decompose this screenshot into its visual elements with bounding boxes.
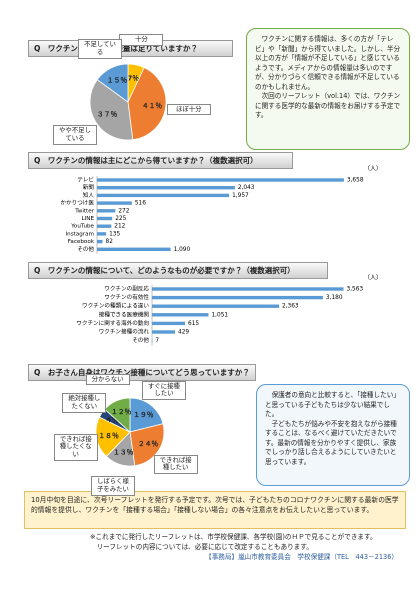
bar: [152, 330, 176, 334]
callout-text: 保護者の意向と比較すると、「接種したい」と思っている子どもたちは少ない結果でした…: [265, 391, 400, 419]
pie-category-label: 絶対接種したくない: [62, 393, 107, 413]
bar: [152, 313, 209, 317]
bar: [97, 178, 344, 182]
unit-label: （人）: [364, 166, 382, 173]
pie-category-label: ほぼ十分: [166, 103, 211, 116]
pie-category-label: 不足している: [78, 39, 123, 59]
value-label: 7: [155, 338, 159, 344]
category-label: その他: [77, 245, 94, 253]
notes: ※これまでに発行したリーフレットは、市学校保健課、各学校(園)のＨＰで見ることが…: [90, 533, 410, 563]
value-label: 82: [106, 239, 114, 245]
notice: 10月中旬を目途に、次号リーフレットを発行する予定です。次号では、子どもたちのコ…: [24, 491, 406, 529]
callout-text: ワクチンに関する情報は、多くの方が「テレビ」や「新聞」から得ていました。しかし、…: [255, 35, 401, 91]
category-label: ワクチンの有効性: [104, 293, 149, 301]
bar: [97, 224, 112, 228]
bar: [97, 209, 116, 213]
value-label: 3,180: [326, 295, 343, 301]
value-label: 429: [178, 330, 189, 336]
value-label: 1,051: [211, 312, 228, 318]
value-label: 2,363: [282, 304, 299, 310]
category-label: 新聞: [83, 183, 95, 191]
value-label: 212: [114, 224, 125, 230]
category-label: ワクチンに関する海外の動向: [76, 319, 149, 327]
pie-slice: [129, 397, 164, 433]
pie-value-label: １８％: [98, 432, 119, 440]
pie-value-label: １２％: [111, 408, 132, 416]
note: ※これまでに発行したリーフレットは、市学校保健課、各学校(園)のＨＰで見ることが…: [90, 533, 377, 541]
pie-slice: [129, 423, 165, 467]
value-label: 1,090: [174, 247, 191, 253]
bar: [152, 304, 280, 308]
unit-label: （人）: [364, 275, 382, 282]
pie-category-label: できれば接種したい: [153, 454, 198, 475]
pie-category-label: やや不足している: [53, 125, 97, 145]
callout-text: 子どもたちが悩みや不安を抱えながら接種することは、なるべく避けていただきたいです…: [265, 419, 397, 466]
pie-category-label: できれば接種したくない: [53, 433, 98, 461]
category-label: YouTube: [70, 224, 94, 230]
callout: 保護者の意向と比較すると、「接種したい」と思っている子どもたちは少ない結果でした…: [256, 384, 410, 486]
pie-value-label: １９％: [133, 411, 154, 419]
value-label: 3,658: [347, 178, 364, 184]
category-label: ワクチン接種の流れ: [99, 328, 150, 336]
question-header: Q ワクチンの情報について、どのようなものが必要ですか？（複数選択可）: [28, 262, 328, 279]
contact: 【事務局】嵐山市教育委員会 学校保健課（TEL 443－2136）: [205, 552, 398, 561]
category-label: 接種できる医療機関: [99, 310, 150, 318]
category-label: その他: [132, 336, 149, 344]
pie-slice: [89, 79, 134, 141]
pie-category-label: しばらく様子をみたい: [90, 476, 135, 496]
category-label: Facebook: [68, 239, 95, 245]
category-label: かかりつけ医: [60, 200, 94, 207]
bar: [97, 239, 103, 244]
bar: [97, 186, 235, 190]
value-label: 2,043: [238, 185, 255, 191]
pie-category-label: 分からない: [85, 373, 130, 386]
bar: [152, 321, 186, 326]
pie-value-label: 7％: [128, 74, 140, 82]
pie-value-label: １３％: [113, 449, 134, 457]
bar: [152, 295, 323, 300]
value-label: 3,563: [347, 287, 364, 293]
category-label: ワクチンの副反応: [104, 285, 149, 293]
value-label: 272: [118, 208, 129, 214]
category-label: Instagram: [66, 231, 94, 237]
callout-text: 次回のリーフレット（vol.14）では、ワクチンに関する医学的な最新の情報をお届…: [255, 92, 401, 120]
pie-value-label: ２４％: [138, 440, 159, 448]
value-label: 135: [109, 231, 120, 237]
note: リーフレットの内容については、必要に応じて改定することもあります。: [96, 542, 313, 551]
bar: [97, 232, 107, 236]
pie-value-label: ４％: [105, 416, 119, 424]
pie-category-label: 十分: [119, 33, 164, 46]
value-label: 1,957: [232, 193, 249, 199]
bar: [152, 287, 344, 291]
value-label: 225: [115, 216, 126, 222]
bar: [97, 247, 171, 251]
question-header: Q お子さん自身はワクチン接種についてどう思っていますか？: [28, 364, 256, 381]
value-label: 615: [188, 321, 199, 327]
pie-slice: [96, 63, 129, 103]
category-label: Twitter: [74, 208, 94, 214]
bar: [97, 193, 230, 198]
bar: [97, 201, 132, 205]
value-label: 516: [135, 201, 146, 207]
question-header: Q ワクチンの情報は主にどこから得ていますか？（複数選択可）: [28, 152, 293, 169]
pie-value-label: ４１％: [142, 102, 163, 110]
category-label: テレビ: [77, 176, 94, 184]
category-label: ワクチンの種類による違い: [82, 302, 149, 310]
pie-value-label: １５％: [107, 76, 128, 84]
pie-category-label: すぐに接種したい: [141, 380, 186, 400]
category-label: LINE: [82, 216, 95, 222]
bar: [97, 216, 113, 221]
pie-slice: [127, 67, 167, 141]
category-label: 知人: [83, 191, 95, 199]
pie-value-label: ３７％: [97, 110, 118, 118]
callout: ワクチンに関する情報は、多くの方が「テレビ」や「新聞」から得ていました。しかし、…: [246, 28, 410, 150]
